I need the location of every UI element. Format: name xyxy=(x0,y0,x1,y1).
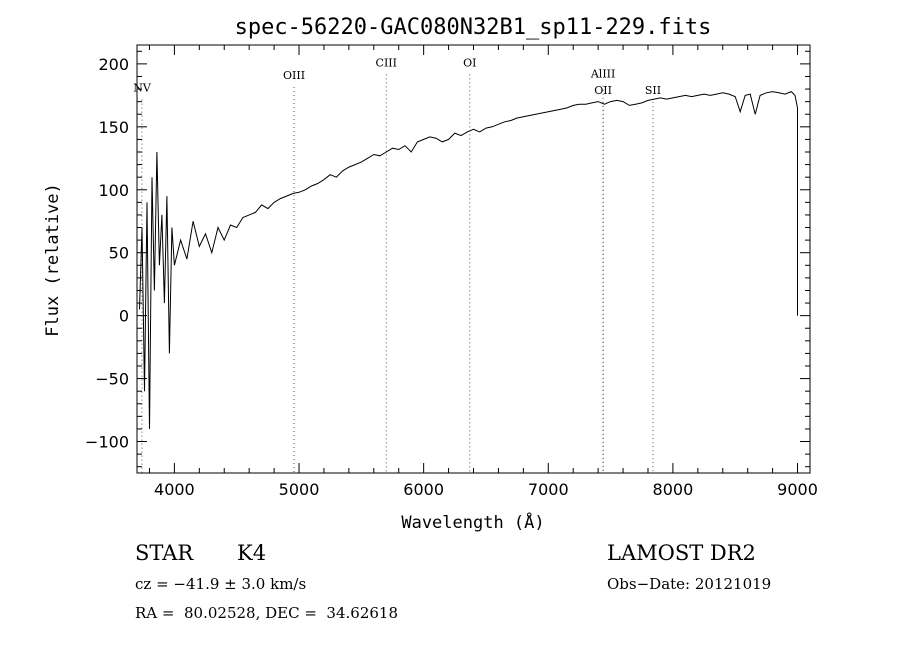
marker-label: AlIII xyxy=(590,68,616,81)
y-tick-label: −50 xyxy=(95,370,129,389)
obs-date-text: Obs−Date: 20121019 xyxy=(607,575,772,593)
axis-ticks xyxy=(137,45,810,473)
marker-label: CIII xyxy=(376,56,397,69)
y-tick-label: 150 xyxy=(98,118,129,137)
y-axis-label: Flux (relative) xyxy=(43,183,63,337)
y-tick-label: 0 xyxy=(119,307,129,326)
x-tick-label: 8000 xyxy=(653,480,694,499)
x-tick-label: 9000 xyxy=(777,480,818,499)
y-tick-label: 50 xyxy=(109,244,129,263)
spectral-subclass: K4 xyxy=(237,541,267,565)
spectrum-line xyxy=(139,91,798,429)
marker-label: SII xyxy=(645,84,661,97)
y-tick-label: −100 xyxy=(85,433,129,452)
coordinates-text: RA = 80.02528, DEC = 34.62618 xyxy=(135,604,399,622)
marker-label: OII xyxy=(594,84,612,97)
chart-title: spec-56220-GAC080N32B1_sp11-229.fits xyxy=(235,15,712,40)
x-tick-label: 5000 xyxy=(279,480,320,499)
object-class: STAR xyxy=(135,541,194,565)
plot-frame xyxy=(136,44,811,474)
x-tick-label: 7000 xyxy=(528,480,569,499)
x-tick-label: 4000 xyxy=(154,480,195,499)
y-tick-label: 200 xyxy=(98,55,129,74)
redshift-text: cz = −41.9 ± 3.0 km/s xyxy=(135,575,307,593)
marker-label: NV xyxy=(133,82,152,95)
survey-label: LAMOST DR2 xyxy=(607,541,756,565)
marker-label: OI xyxy=(463,56,476,69)
x-tick-label: 6000 xyxy=(403,480,444,499)
y-tick-label: 100 xyxy=(98,181,129,200)
marker-label: OIII xyxy=(283,69,305,82)
x-axis-label: Wavelength (Å) xyxy=(401,511,544,533)
tick-labels: 4000 5000 6000 7000 8000 9000 −100 −50 0 50 100 150… xyxy=(85,55,818,499)
emission-line-markers: NV OIII CIII OI AlIII OII SII xyxy=(133,56,661,473)
